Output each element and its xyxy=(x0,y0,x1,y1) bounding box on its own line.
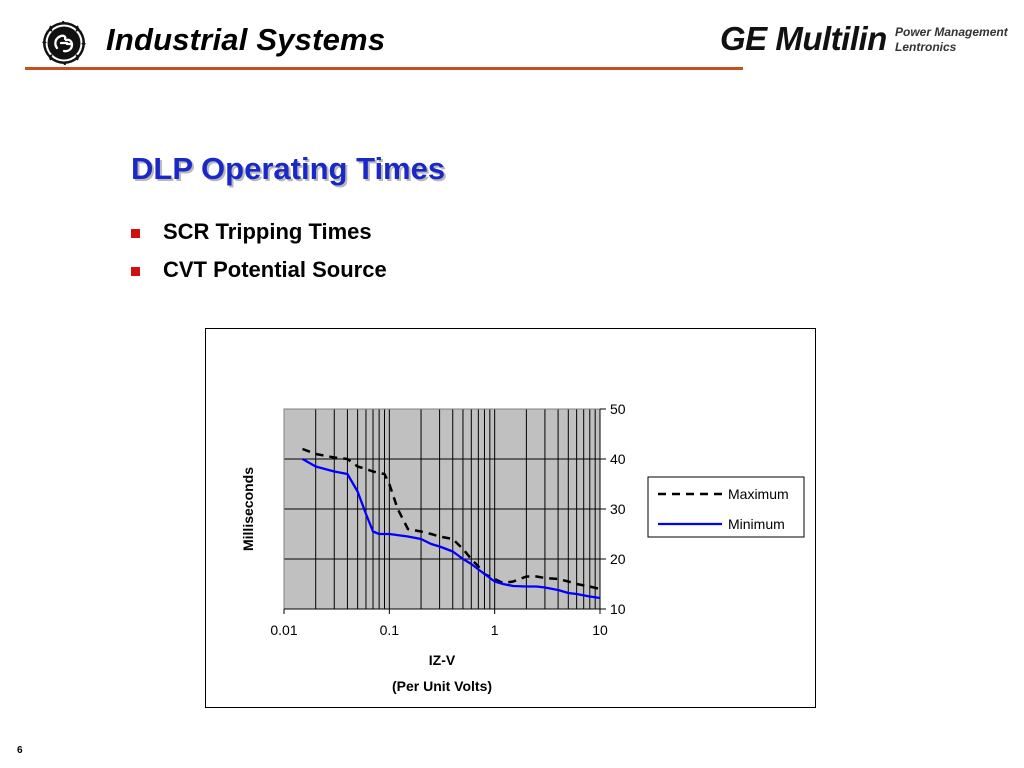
page-number: 6 xyxy=(17,745,23,756)
brand-subtitle-2: Lentronics xyxy=(895,40,957,54)
x-tick-label: 10 xyxy=(592,622,608,638)
legend-box xyxy=(647,476,805,538)
y-tick-label: 20 xyxy=(610,551,626,567)
x-tick-label: 1 xyxy=(491,622,499,638)
y-tick-label: 30 xyxy=(610,501,626,517)
series-line-minimum xyxy=(301,458,601,600)
y-axis-title: Milliseconds xyxy=(240,467,256,551)
bullet-square-icon xyxy=(131,267,140,276)
header-divider xyxy=(25,67,743,70)
chart-frame: 0.01 0.1 1 10 10 20 30 40 50 IZ-V (Per Unit Volts)… xyxy=(205,328,816,708)
header-title: Industrial Systems xyxy=(106,22,386,57)
bullet-text: SCR Tripping Times xyxy=(163,219,372,244)
bullet-square-icon xyxy=(131,229,140,238)
ge-logo-icon xyxy=(42,20,86,66)
y-tick-label: 40 xyxy=(610,451,626,467)
y-tick-label: 50 xyxy=(610,401,626,417)
legend-label: Minimum xyxy=(728,516,785,532)
x-tick-label: 0.01 xyxy=(270,622,297,638)
x-axis-subtitle: (Per Unit Volts) xyxy=(392,678,492,694)
slide-title: DLP Operating Times xyxy=(131,151,446,186)
y-tick-label: 10 xyxy=(610,601,626,617)
x-axis-title: IZ-V xyxy=(429,652,456,668)
legend-label: Maximum xyxy=(728,486,789,502)
brand-name: GE Multilin xyxy=(720,20,887,57)
bullet-text: CVT Potential Source xyxy=(163,257,387,282)
brand-subtitle-1: Power Management xyxy=(895,25,1008,39)
x-tick-label: 0.1 xyxy=(380,622,400,638)
